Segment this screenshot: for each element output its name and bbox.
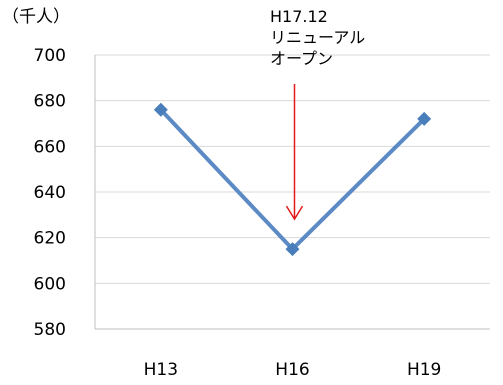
y-tick-label: 660 xyxy=(34,137,66,157)
x-tick-label: H13 xyxy=(144,360,178,380)
axes: 580 600 620 640 660 680 700 H13 H16 H19 xyxy=(34,46,490,380)
data-point-H16 xyxy=(285,242,300,257)
gridlines xyxy=(95,54,490,284)
data-point-H13 xyxy=(153,102,168,117)
data-point-H19 xyxy=(417,111,432,126)
annotation-text: リニューアル xyxy=(270,28,365,47)
y-tick-label: 580 xyxy=(34,320,66,340)
series xyxy=(153,102,432,257)
annotation-text: H17.12 xyxy=(270,7,328,26)
y-tick-label: 600 xyxy=(34,274,66,294)
unit-label: （千人） xyxy=(2,7,70,27)
annotation-arrow-head xyxy=(285,205,304,221)
series-line xyxy=(158,107,427,252)
y-tick-label: 640 xyxy=(34,183,66,203)
y-tick-label: 620 xyxy=(34,229,66,249)
y-tick-label: 700 xyxy=(34,46,66,66)
annotation-text: オープン xyxy=(270,49,333,68)
y-tick-label: 680 xyxy=(34,92,66,112)
x-tick-label: H19 xyxy=(407,360,441,380)
x-tick-label: H16 xyxy=(275,360,309,380)
